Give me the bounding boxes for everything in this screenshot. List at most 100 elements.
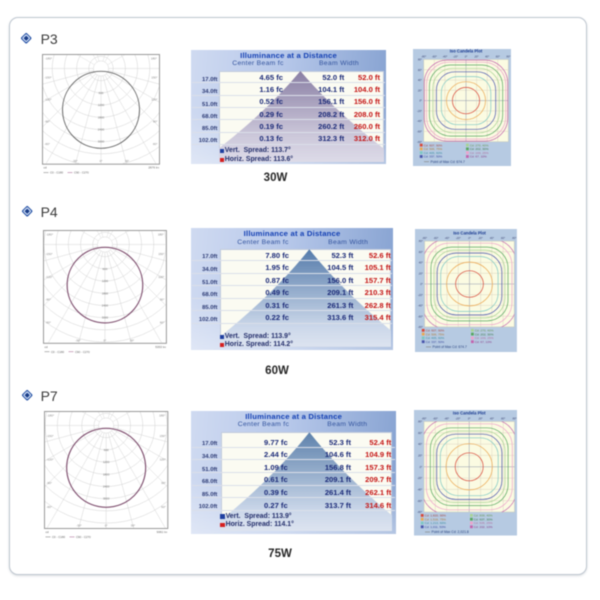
svg-text:Cd: 607, 90%: Cd: 607, 90% bbox=[425, 328, 444, 332]
svg-text:Iso Candela Plot: Iso Candela Plot bbox=[452, 411, 485, 416]
svg-text:60°: 60° bbox=[418, 249, 423, 253]
svg-text:Point of Max Cd: 2,021.8: Point of Max Cd: 2,021.8 bbox=[431, 530, 468, 534]
svg-text:1800: 1800 bbox=[97, 115, 104, 119]
svg-text:1800: 1800 bbox=[101, 291, 108, 295]
svg-text:60°: 60° bbox=[159, 320, 164, 324]
svg-text:90°: 90° bbox=[152, 119, 157, 123]
svg-text:-60°: -60° bbox=[44, 141, 50, 145]
svg-text:Iso Candela Plot: Iso Candela Plot bbox=[453, 230, 486, 235]
svg-text:-80°: -80° bbox=[418, 324, 424, 328]
svg-text:0°: 0° bbox=[419, 465, 422, 469]
svg-text:-80°: -80° bbox=[417, 140, 423, 144]
svg-text:-90°: -90° bbox=[46, 481, 52, 485]
svg-text:180°: 180° bbox=[150, 56, 157, 60]
svg-text:C0 - C180: C0 - C180 bbox=[52, 534, 66, 538]
svg-text:40°: 40° bbox=[485, 55, 490, 59]
svg-text:0°: 0° bbox=[99, 159, 103, 163]
svg-text:180°: 180° bbox=[157, 232, 164, 236]
svg-text:80°: 80° bbox=[418, 420, 423, 424]
svg-text:-150°: -150° bbox=[44, 75, 52, 79]
svg-text:Cd: 1,011, 50%: Cd: 1,011, 50% bbox=[424, 525, 445, 529]
svg-text:cd: cd bbox=[43, 165, 46, 169]
svg-text:-120°: -120° bbox=[46, 457, 54, 461]
svg-text:Cd: 337, 50%: Cd: 337, 50% bbox=[424, 155, 443, 159]
svg-text:C0 - C180: C0 - C180 bbox=[50, 349, 64, 353]
svg-text:20°: 20° bbox=[477, 235, 483, 239]
svg-text:80°: 80° bbox=[418, 239, 423, 243]
svg-text:60°: 60° bbox=[161, 504, 166, 508]
svg-text:60°: 60° bbox=[501, 235, 506, 239]
svg-text:Cd: 1,213, 60%: Cd: 1,213, 60% bbox=[424, 521, 446, 525]
svg-text:60°: 60° bbox=[418, 68, 423, 72]
svg-text:-20°: -20° bbox=[455, 416, 461, 420]
svg-text:Cd: 506, 75%: Cd: 506, 75% bbox=[424, 147, 443, 151]
svg-text:Cd: 67, 10%: Cd: 67, 10% bbox=[474, 339, 491, 343]
svg-text:60°: 60° bbox=[418, 431, 423, 435]
svg-text:-30°: -30° bbox=[72, 159, 78, 163]
svg-text:-40°: -40° bbox=[418, 303, 424, 307]
svg-text:Cd: 607, 90%: Cd: 607, 90% bbox=[424, 144, 443, 148]
svg-text:30°: 30° bbox=[129, 338, 134, 342]
svg-text:120°: 120° bbox=[151, 97, 158, 101]
svg-text:-180°: -180° bbox=[45, 232, 53, 236]
svg-text:-150°: -150° bbox=[45, 252, 53, 256]
svg-text:3000: 3000 bbox=[101, 315, 108, 319]
svg-text:-40°: -40° bbox=[444, 235, 450, 239]
svg-text:-80°: -80° bbox=[421, 55, 427, 59]
svg-text:30°: 30° bbox=[130, 523, 135, 527]
svg-text:-90°: -90° bbox=[44, 119, 50, 123]
svg-text:-60°: -60° bbox=[417, 499, 423, 503]
svg-text:2400: 2400 bbox=[101, 303, 108, 307]
svg-text:120°: 120° bbox=[159, 457, 166, 461]
svg-text:Cd: 405, 60%: Cd: 405, 60% bbox=[425, 336, 444, 340]
svg-text:-120°: -120° bbox=[45, 274, 53, 278]
svg-text:1200: 1200 bbox=[101, 279, 108, 283]
svg-text:0°: 0° bbox=[465, 55, 468, 59]
svg-text:80°: 80° bbox=[506, 55, 511, 59]
svg-text:-40°: -40° bbox=[442, 55, 448, 59]
svg-text:80°: 80° bbox=[512, 416, 517, 420]
svg-text:C90 - C270: C90 - C270 bbox=[74, 349, 89, 353]
svg-text:-20°: -20° bbox=[453, 55, 459, 59]
svg-text:150°: 150° bbox=[151, 75, 158, 79]
svg-text:cd: cd bbox=[44, 344, 47, 348]
svg-text:-60°: -60° bbox=[417, 130, 423, 134]
svg-text:-60°: -60° bbox=[432, 55, 438, 59]
svg-text:Cd: 202, 30%: Cd: 202, 30% bbox=[470, 147, 489, 151]
svg-text:20°: 20° bbox=[474, 55, 480, 59]
svg-text:60°: 60° bbox=[496, 55, 501, 59]
svg-text:-60°: -60° bbox=[45, 320, 51, 324]
svg-text:60°: 60° bbox=[501, 416, 506, 420]
svg-text:Cd: 809, 40%: Cd: 809, 40% bbox=[473, 514, 492, 518]
svg-text:3000: 3000 bbox=[103, 496, 110, 500]
svg-text:cd: cd bbox=[45, 529, 48, 533]
svg-text:-30°: -30° bbox=[75, 338, 81, 342]
svg-text:-20°: -20° bbox=[455, 235, 461, 239]
svg-text:-20°: -20° bbox=[417, 292, 423, 296]
svg-text:90°: 90° bbox=[159, 297, 164, 301]
svg-text:2400: 2400 bbox=[97, 127, 104, 131]
svg-text:600: 600 bbox=[103, 447, 108, 451]
svg-text:-90°: -90° bbox=[45, 297, 51, 301]
svg-text:-180°: -180° bbox=[45, 56, 53, 60]
svg-text:Cd: 169, 25%: Cd: 169, 25% bbox=[470, 151, 489, 155]
svg-text:-150°: -150° bbox=[46, 434, 54, 438]
svg-text:C0 - C180: C0 - C180 bbox=[50, 170, 64, 174]
svg-text:-20°: -20° bbox=[417, 476, 423, 480]
svg-text:-30°: -30° bbox=[76, 523, 82, 527]
svg-text:40°: 40° bbox=[418, 260, 423, 264]
svg-text:0°: 0° bbox=[467, 416, 470, 420]
svg-text:150°: 150° bbox=[159, 434, 166, 438]
svg-text:0°: 0° bbox=[468, 235, 471, 239]
svg-text:40°: 40° bbox=[418, 442, 423, 446]
svg-text:Iso Candela Plot: Iso Candela Plot bbox=[450, 49, 483, 54]
svg-text:-120°: -120° bbox=[44, 97, 52, 101]
svg-text:1200: 1200 bbox=[97, 103, 104, 107]
svg-text:2676 lm: 2676 lm bbox=[148, 165, 159, 169]
svg-text:C90 - C270: C90 - C270 bbox=[74, 170, 89, 174]
svg-text:Point of Max Cd: 674.7: Point of Max Cd: 674.7 bbox=[432, 344, 466, 348]
svg-text:-80°: -80° bbox=[422, 235, 428, 239]
svg-text:180°: 180° bbox=[159, 413, 166, 417]
svg-text:30°: 30° bbox=[124, 159, 129, 163]
svg-text:20°: 20° bbox=[417, 89, 423, 93]
